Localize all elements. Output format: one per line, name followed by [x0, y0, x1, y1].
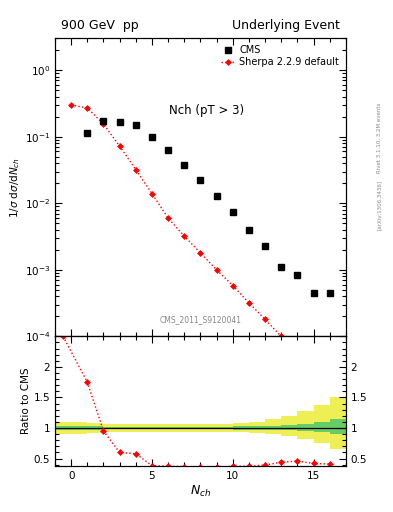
- Sherpa 2.2.9 default: [295, 350, 300, 356]
- Bar: [314, 405, 330, 443]
- Bar: [55, 422, 87, 434]
- Bar: [103, 424, 119, 432]
- Sherpa 2.2.9 default: [327, 386, 332, 392]
- Bar: [55, 425, 87, 431]
- Legend: CMS, Sherpa 2.2.9 default: CMS, Sherpa 2.2.9 default: [219, 43, 341, 69]
- CMS: [101, 117, 106, 123]
- Sherpa 2.2.9 default: [246, 300, 251, 306]
- Sherpa 2.2.9 default: [279, 333, 284, 339]
- Y-axis label: Ratio to CMS: Ratio to CMS: [21, 368, 31, 435]
- Sherpa 2.2.9 default: [150, 190, 154, 197]
- CMS: [230, 208, 235, 215]
- Bar: [103, 427, 119, 429]
- Bar: [217, 427, 233, 429]
- CMS: [311, 290, 316, 296]
- Y-axis label: 1/$\sigma$ d$\sigma$/d$N_{ch}$: 1/$\sigma$ d$\sigma$/d$N_{ch}$: [8, 157, 22, 218]
- CMS: [117, 119, 122, 125]
- Bar: [233, 423, 249, 432]
- Sherpa 2.2.9 default: [182, 233, 187, 239]
- Text: 900 GeV  pp: 900 GeV pp: [61, 19, 138, 32]
- Line: Sherpa 2.2.9 default: Sherpa 2.2.9 default: [69, 103, 332, 391]
- Sherpa 2.2.9 default: [69, 102, 73, 108]
- Bar: [152, 427, 168, 429]
- Bar: [152, 424, 168, 432]
- Bar: [200, 424, 217, 432]
- Bar: [136, 424, 152, 432]
- Bar: [217, 424, 233, 432]
- CMS: [263, 243, 267, 249]
- CMS: [85, 130, 90, 136]
- CMS: [327, 290, 332, 296]
- X-axis label: $N_{ch}$: $N_{ch}$: [190, 483, 211, 499]
- Sherpa 2.2.9 default: [198, 250, 203, 256]
- CMS: [246, 227, 251, 233]
- Bar: [330, 419, 346, 434]
- Sherpa 2.2.9 default: [311, 368, 316, 374]
- Bar: [298, 424, 314, 431]
- Sherpa 2.2.9 default: [85, 105, 90, 111]
- Text: Rivet 3.1.10, 3.2M events: Rivet 3.1.10, 3.2M events: [377, 103, 382, 174]
- Sherpa 2.2.9 default: [230, 283, 235, 289]
- Sherpa 2.2.9 default: [101, 121, 106, 127]
- Bar: [200, 427, 217, 429]
- CMS: [150, 134, 154, 140]
- Bar: [168, 427, 184, 429]
- Bar: [314, 422, 330, 432]
- Bar: [184, 424, 200, 432]
- Bar: [330, 397, 346, 450]
- Text: Underlying Event: Underlying Event: [232, 19, 340, 32]
- Text: CMS_2011_S9120041: CMS_2011_S9120041: [160, 315, 241, 325]
- Bar: [87, 426, 103, 430]
- Bar: [184, 427, 200, 429]
- Sherpa 2.2.9 default: [117, 143, 122, 150]
- Sherpa 2.2.9 default: [134, 166, 138, 173]
- Bar: [249, 422, 265, 433]
- Bar: [119, 427, 136, 429]
- Bar: [265, 425, 281, 430]
- Bar: [281, 416, 298, 436]
- Bar: [87, 423, 103, 433]
- Sherpa 2.2.9 default: [166, 215, 171, 221]
- Bar: [265, 419, 281, 434]
- CMS: [182, 162, 187, 168]
- Sherpa 2.2.9 default: [263, 316, 267, 323]
- Bar: [136, 427, 152, 429]
- CMS: [134, 122, 138, 128]
- Bar: [249, 426, 265, 430]
- Sherpa 2.2.9 default: [214, 267, 219, 273]
- Text: Nch (pT > 3): Nch (pT > 3): [169, 104, 244, 117]
- Bar: [281, 425, 298, 431]
- CMS: [166, 147, 171, 153]
- CMS: [198, 177, 203, 183]
- Bar: [233, 426, 249, 430]
- CMS: [214, 193, 219, 199]
- CMS: [295, 271, 300, 278]
- Bar: [119, 424, 136, 432]
- Line: CMS: CMS: [84, 117, 333, 296]
- CMS: [279, 264, 284, 270]
- Bar: [298, 411, 314, 439]
- Text: [arXiv:1306.3436]: [arXiv:1306.3436]: [377, 180, 382, 230]
- Bar: [168, 424, 184, 432]
